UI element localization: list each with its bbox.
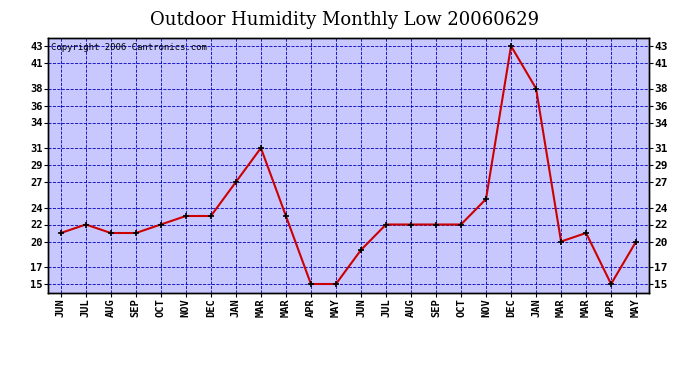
Text: Outdoor Humidity Monthly Low 20060629: Outdoor Humidity Monthly Low 20060629 [150,11,540,29]
Text: Copyright 2006 Cantronics.com: Copyright 2006 Cantronics.com [51,43,207,52]
